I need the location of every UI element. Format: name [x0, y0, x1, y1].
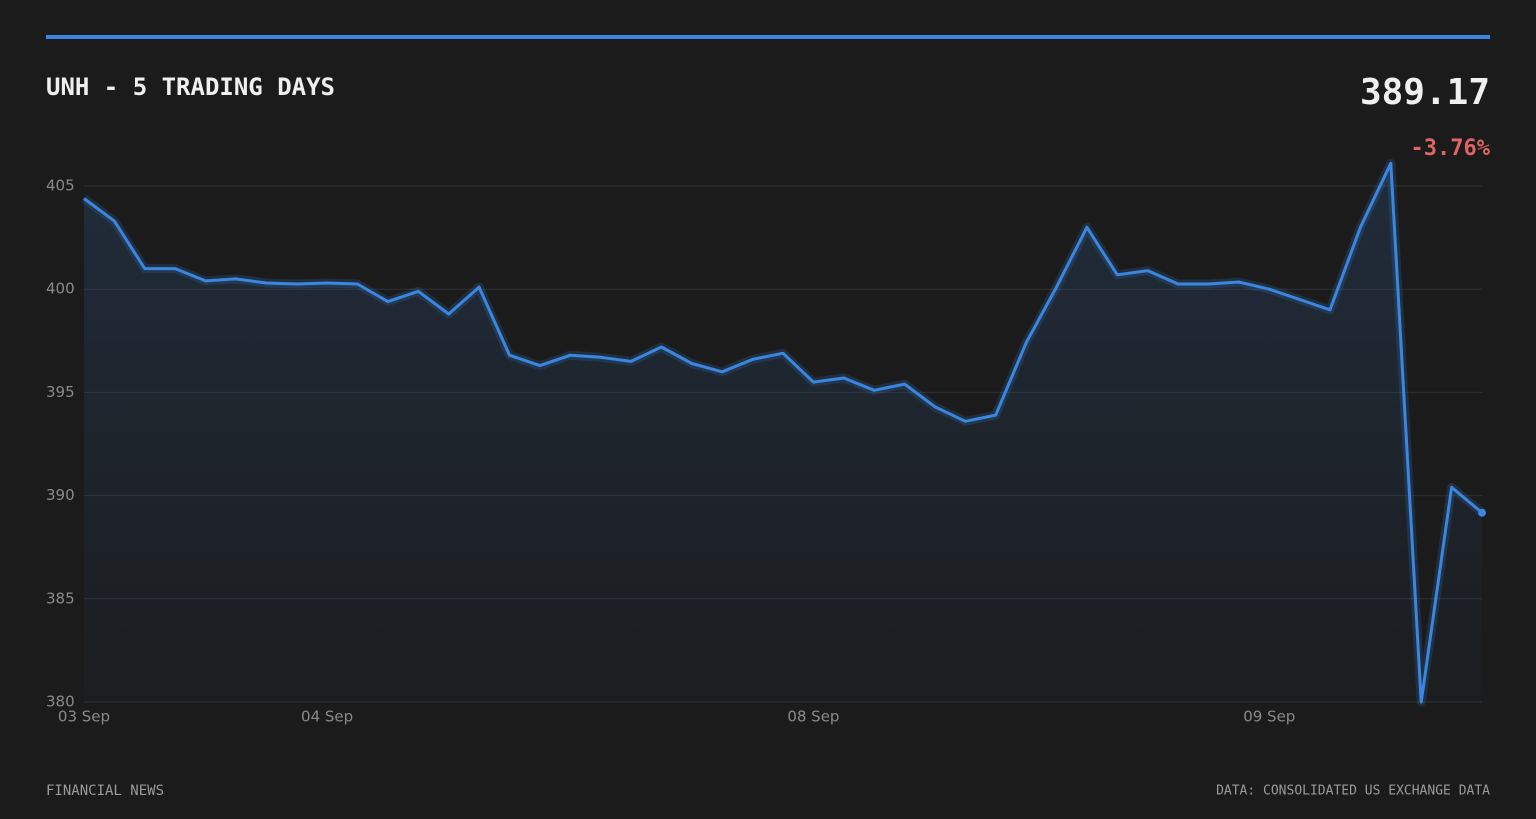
- x-tick-label: 04 Sep: [301, 708, 353, 726]
- chart-title: UNH - 5 TRADING DAYS: [46, 73, 335, 101]
- change: -3.76%: [1411, 136, 1491, 161]
- x-tick-label: 03 Sep: [58, 708, 110, 726]
- footer-left: FINANCIAL NEWS: [46, 783, 164, 799]
- y-tick-label: 405: [46, 177, 75, 195]
- area: [84, 163, 1482, 703]
- price: 389.17: [1360, 72, 1490, 113]
- line: [83, 161, 1483, 704]
- y-tick-label: 395: [46, 383, 75, 401]
- y-tick-label: 380: [46, 693, 75, 711]
- x-tick-label: 08 Sep: [787, 708, 839, 726]
- y-tick-label: 385: [46, 589, 75, 607]
- plot: 380 385 390 395 400 405 03 Sep 04 Sep 08 Sep 09 S…: [46, 158, 1486, 726]
- end-dot: [1478, 508, 1486, 517]
- y-tick-label: 400: [46, 280, 75, 298]
- y-tick-label: 390: [46, 486, 75, 504]
- x-tick-label: 09 Sep: [1243, 708, 1295, 726]
- footer-right: DATA: CONSOLIDATED US EXCHANGE DATA: [1216, 784, 1490, 799]
